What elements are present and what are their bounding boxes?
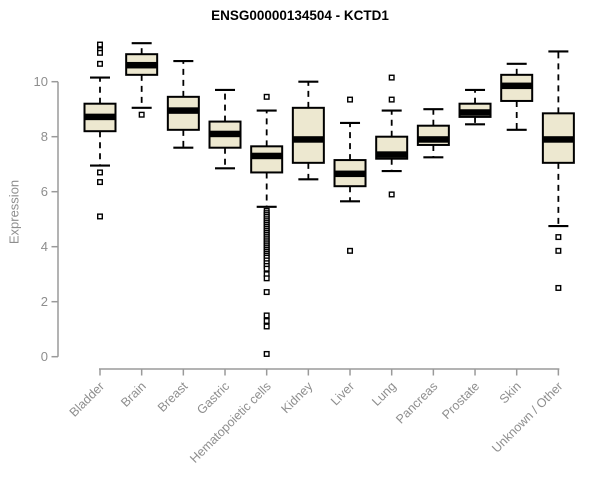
median-line <box>209 130 241 138</box>
chart-title: ENSG00000134504 - KCTD1 <box>211 8 389 23</box>
outlier-point <box>96 49 103 56</box>
outlier-point <box>347 96 354 103</box>
median-line <box>417 136 449 143</box>
median-line <box>167 107 199 114</box>
boxplot-kidney <box>291 80 325 181</box>
outlier-point <box>555 234 562 241</box>
outlier-point <box>263 350 270 357</box>
x-category-label: Hematopoietic cells <box>187 379 274 466</box>
iqr-box <box>291 106 325 164</box>
outlier-point <box>96 179 103 186</box>
boxplot-hematopoietic-cells <box>250 93 284 357</box>
boxplot-bladder <box>83 41 117 220</box>
median-line <box>501 82 533 90</box>
y-tick-label: 0 <box>41 349 48 364</box>
boxplot-breast <box>166 59 200 149</box>
x-category-label: Brain <box>118 379 149 410</box>
y-tick-label: 2 <box>41 294 48 309</box>
boxplot-skin <box>500 62 534 131</box>
x-category-label: Breast <box>155 379 191 415</box>
median-line <box>126 61 158 69</box>
outlier-point <box>263 275 270 282</box>
outlier-point <box>96 60 103 67</box>
boxplot-lung <box>375 74 409 198</box>
y-tick-label: 4 <box>41 239 48 254</box>
outlier-point <box>96 41 103 48</box>
outlier-point <box>388 191 395 198</box>
outlier-point <box>555 284 562 291</box>
outlier-point <box>263 323 270 330</box>
median-line <box>292 136 324 143</box>
outlier-point <box>138 111 145 118</box>
median-line <box>334 170 366 178</box>
boxplot-brain <box>125 42 159 118</box>
boxplot-gastric <box>208 88 242 170</box>
y-tick-label: 6 <box>41 184 48 199</box>
outlier-point <box>263 289 270 296</box>
outlier-point <box>388 74 395 81</box>
y-axis: 0 2 4 6 8 10 <box>34 74 59 364</box>
outlier-point <box>263 317 270 324</box>
boxplot-liver <box>333 96 367 254</box>
median-line <box>459 109 491 116</box>
x-category-label: Gastric <box>194 379 232 417</box>
outlier-point <box>96 169 103 176</box>
x-category-label: Unknown / Other <box>489 379 565 455</box>
y-tick-label: 8 <box>41 129 48 144</box>
x-category-label: Lung <box>369 379 399 409</box>
median-line <box>376 151 408 158</box>
iqr-box <box>250 145 284 174</box>
boxplot-prostate <box>458 88 492 126</box>
x-category-label: Skin <box>497 379 524 406</box>
outlier-point <box>347 247 354 254</box>
median-line <box>84 113 116 121</box>
outlier-point <box>96 213 103 220</box>
y-tick-label: 10 <box>34 74 48 89</box>
boxplot-unknown-other <box>541 50 575 291</box>
x-category-label: Kidney <box>279 379 316 416</box>
outlier-point <box>555 247 562 254</box>
x-category-label: Bladder <box>67 379 107 419</box>
x-category-label: Liver <box>328 379 357 408</box>
outlier-point <box>263 312 270 319</box>
x-category-label: Pancreas <box>393 379 440 426</box>
median-line <box>542 136 574 143</box>
outlier-point <box>263 93 270 100</box>
outlier-point <box>263 265 270 272</box>
outlier-point <box>388 96 395 103</box>
x-category-label: Prostate <box>439 379 482 422</box>
boxplot-pancreas <box>416 108 450 159</box>
median-line <box>251 152 283 160</box>
